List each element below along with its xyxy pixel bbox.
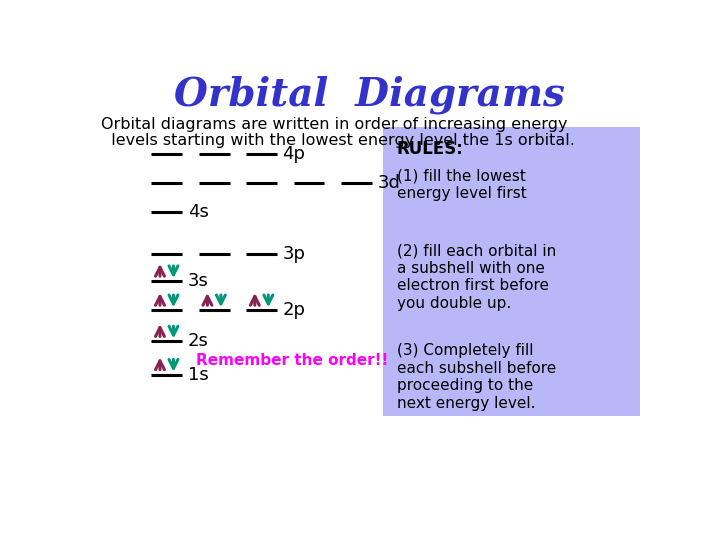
Text: levels starting with the lowest energy level the 1s orbital.: levels starting with the lowest energy l…	[101, 133, 575, 148]
Bar	[383, 127, 639, 416]
Text: 1s: 1s	[188, 366, 208, 383]
Text: 2s: 2s	[188, 332, 209, 350]
Text: 3d: 3d	[377, 174, 400, 192]
Text: 2p: 2p	[282, 301, 305, 319]
Text: (3) Completely fill
each subshell before
proceeding to the
next energy level.: (3) Completely fill each subshell before…	[397, 343, 556, 410]
Text: 3p: 3p	[282, 245, 305, 263]
Text: Orbital  Diagrams: Orbital Diagrams	[174, 75, 564, 114]
Text: (2) fill each orbital in
a subshell with one
electron first before
you double up: (2) fill each orbital in a subshell with…	[397, 244, 556, 311]
Text: (1) fill the lowest
energy level first: (1) fill the lowest energy level first	[397, 168, 526, 201]
Text: 3s: 3s	[188, 272, 209, 290]
Text: Remember the order!!: Remember the order!!	[196, 353, 388, 368]
Text: 4s: 4s	[188, 204, 209, 221]
Text: RULES:: RULES:	[397, 140, 464, 158]
Text: 4p: 4p	[282, 145, 305, 163]
Text: Orbital diagrams are written in order of increasing energy: Orbital diagrams are written in order of…	[101, 117, 567, 132]
